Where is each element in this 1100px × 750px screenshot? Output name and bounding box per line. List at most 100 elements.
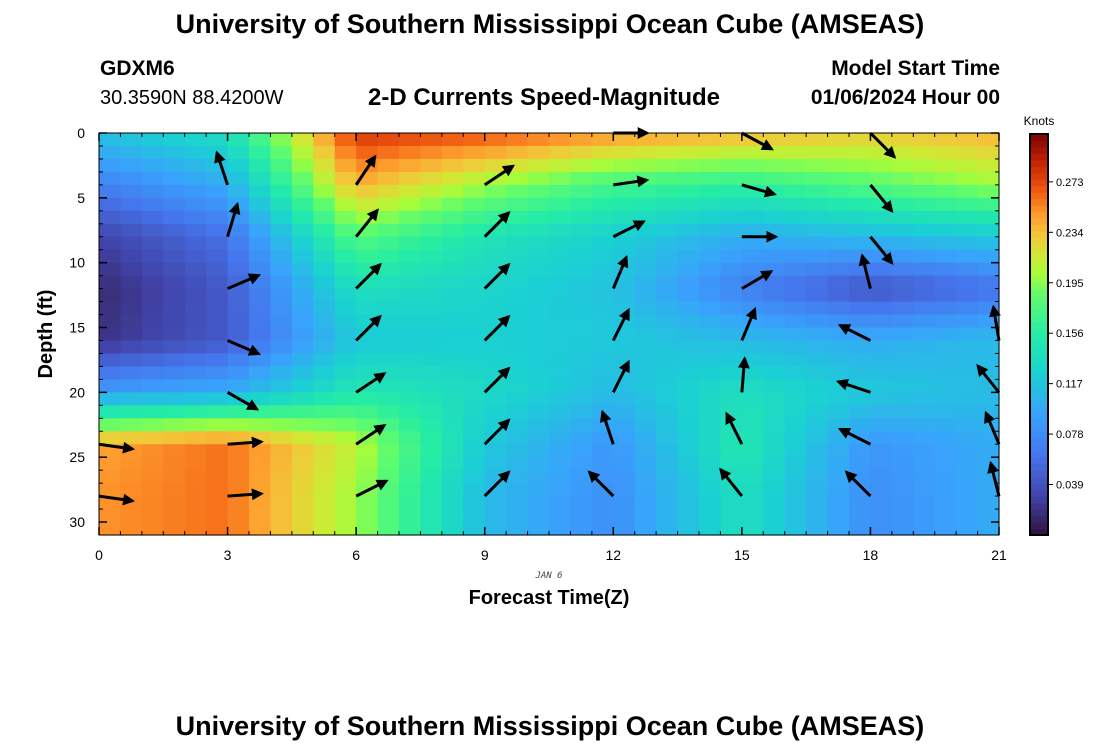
- heatmap-cell: [913, 470, 936, 484]
- heatmap-cell: [120, 405, 143, 419]
- heatmap-cell: [934, 457, 957, 471]
- heatmap-cell: [699, 353, 722, 368]
- heatmap-cell: [313, 340, 336, 355]
- colorbar-swatch: [1030, 425, 1048, 433]
- heatmap-cell: [956, 223, 979, 238]
- heatmap-cell: [184, 470, 207, 484]
- heatmap-cell: [806, 210, 829, 225]
- heatmap-cell: [956, 327, 979, 342]
- colorbar-tick-label: 0.039: [1056, 480, 1084, 492]
- heatmap-cell: [891, 522, 914, 536]
- heatmap-cell: [141, 327, 164, 342]
- heatmap-cell: [849, 314, 872, 329]
- heatmap-cell: [120, 133, 143, 147]
- heatmap-cell: [141, 158, 164, 173]
- heatmap-cell: [934, 262, 957, 277]
- colorbar-swatch: [1030, 360, 1048, 368]
- heatmap-cell: [613, 288, 636, 303]
- heatmap-cell: [484, 379, 507, 393]
- heatmap-cell: [356, 392, 379, 406]
- heatmap-cell: [891, 275, 914, 290]
- heatmap-cell: [806, 379, 829, 393]
- heatmap-cell: [227, 509, 250, 523]
- heatmap-cell: [163, 301, 186, 316]
- current-vector-arrow: [226, 273, 262, 290]
- heatmap-cell: [249, 392, 272, 406]
- colorbar-swatch: [1030, 211, 1048, 219]
- heatmap-cell: [270, 223, 293, 238]
- heatmap-cell: [270, 275, 293, 290]
- heatmap-cell: [741, 158, 764, 173]
- heatmap-cell: [527, 210, 550, 225]
- heatmap-cell: [120, 392, 143, 406]
- heatmap-cell: [656, 275, 679, 290]
- heatmap-cell: [291, 522, 314, 536]
- heatmap-cell: [763, 301, 786, 316]
- heatmap-cell: [356, 275, 379, 290]
- heatmap-cell: [934, 444, 957, 458]
- heatmap-cell: [420, 340, 443, 355]
- heatmap-cell: [977, 133, 1000, 147]
- heatmap-cell: [377, 444, 400, 458]
- heatmap-cell: [720, 197, 743, 212]
- heatmap-cell: [249, 262, 272, 277]
- colorbar-swatch: [1030, 289, 1048, 297]
- heatmap-cell: [977, 340, 1000, 355]
- heatmap-cell: [827, 405, 850, 419]
- heatmap-cell: [849, 197, 872, 212]
- heatmap-cell: [184, 223, 207, 238]
- heatmap-cell: [784, 327, 807, 342]
- heatmap-cell: [420, 470, 443, 484]
- heatmap-cell: [849, 392, 872, 406]
- heatmap-cell: [506, 171, 529, 186]
- heatmap-cell: [506, 133, 529, 147]
- heatmap-cell: [934, 210, 957, 225]
- heatmap-cell: [270, 327, 293, 342]
- heatmap-cell: [913, 457, 936, 471]
- colorbar-swatch: [1030, 522, 1048, 530]
- heatmap-cell: [334, 223, 357, 238]
- heatmap-cell: [634, 236, 657, 251]
- heatmap-cell: [677, 340, 700, 355]
- heatmap-cell: [934, 509, 957, 523]
- heatmap-cell: [120, 145, 143, 160]
- heatmap-cell: [463, 301, 486, 316]
- heatmap-cell: [934, 483, 957, 497]
- heatmap-cell: [720, 366, 743, 380]
- heatmap-cell: [356, 301, 379, 316]
- y-tick-label: 5: [77, 190, 85, 206]
- current-vector-arrow: [611, 307, 630, 342]
- heatmap-cell: [977, 249, 1000, 264]
- heatmap-cell: [827, 353, 850, 368]
- heatmap-cell: [677, 301, 700, 316]
- heatmap-cell: [827, 184, 850, 199]
- heatmap-cell: [506, 184, 529, 199]
- heatmap-cell: [184, 288, 207, 303]
- heatmap-cell: [977, 522, 1000, 536]
- heatmap-cell: [270, 496, 293, 510]
- heatmap-cell: [399, 236, 422, 251]
- heatmap-cell: [677, 392, 700, 406]
- heatmap-cell: [227, 379, 250, 393]
- heatmap-cell: [356, 249, 379, 264]
- heatmap-cell: [827, 145, 850, 160]
- heatmap-cell: [913, 366, 936, 380]
- heatmap-cell: [184, 340, 207, 355]
- heatmap-cell: [420, 405, 443, 419]
- heatmap-cell: [656, 301, 679, 316]
- heatmap-cell: [741, 366, 764, 380]
- heatmap-cell: [463, 184, 486, 199]
- heatmap-cell: [313, 431, 336, 445]
- heatmap-cell: [420, 158, 443, 173]
- heatmap-cell: [763, 431, 786, 445]
- heatmap-cell: [806, 275, 829, 290]
- heatmap-cell: [270, 158, 293, 173]
- heatmap-cell: [163, 262, 186, 277]
- heatmap-cell: [934, 470, 957, 484]
- heatmap-cell: [549, 431, 572, 445]
- heatmap-cell: [870, 236, 893, 251]
- heatmap-cell: [99, 366, 122, 380]
- heatmap-cell: [870, 314, 893, 329]
- heatmap-cell: [227, 158, 250, 173]
- heatmap-cell: [99, 236, 122, 251]
